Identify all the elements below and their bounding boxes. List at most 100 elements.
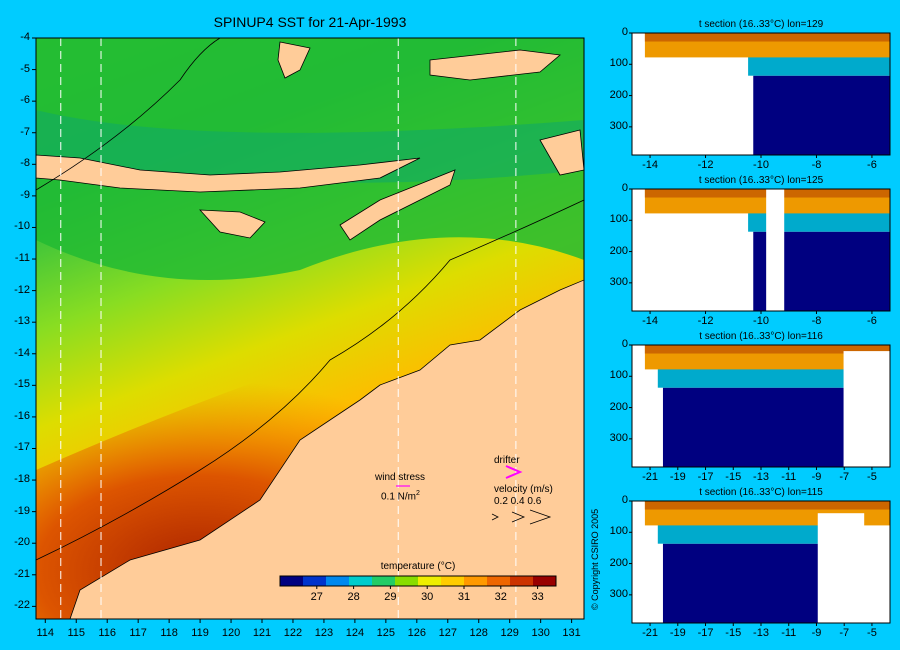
drifter-label: drifter (494, 455, 520, 466)
section-xtick-label: -10 (753, 159, 769, 171)
section-panel-1 (629, 188, 891, 314)
lon-tick-label: 117 (129, 627, 147, 639)
colorbar-frame (279, 575, 557, 587)
colorbar-swatch (533, 576, 557, 586)
lat-tick-label: -8 (20, 157, 30, 170)
section-panel-3 (629, 500, 891, 626)
section-ytick-label: 100 (609, 525, 628, 538)
velocity-values: 0.2 0.4 0.6 (494, 496, 542, 507)
lat-tick-label: -16 (14, 409, 30, 422)
section-xtick-label: -9 (811, 471, 822, 483)
lat-tick-label: -14 (14, 346, 30, 359)
lon-tick-label: 121 (252, 627, 272, 639)
section-xtick-label: -11 (781, 471, 797, 483)
velocity-arrows (491, 509, 552, 525)
section-xtick-label: -19 (669, 627, 686, 639)
copyright: © Copyright CSIRO 2005 (590, 508, 600, 610)
lon-tick-label: 131 (562, 627, 581, 639)
lon-tick-label: 118 (160, 627, 178, 639)
lat-tick-label: -18 (14, 473, 30, 486)
section-panel-2 (629, 344, 891, 470)
lat-tick-label: -5 (20, 62, 30, 75)
section-lines (60, 38, 517, 619)
lat-tick-label: -4 (20, 31, 30, 43)
section-xtick-label: -14 (642, 159, 658, 171)
lat-tick-label: -12 (14, 283, 30, 296)
section-xtick-label: -5 (867, 471, 877, 483)
section-xtick-label: -9 (811, 627, 822, 639)
shelf-contour (36, 199, 584, 561)
lon-tick-label: 120 (221, 627, 241, 639)
section-ytick-label: 0 (621, 26, 628, 38)
section-xtick-label: -13 (753, 471, 769, 483)
section-xtick-label: -21 (642, 471, 658, 483)
map-frame (35, 37, 585, 620)
colorbar-swatch (464, 576, 488, 586)
colorbar-tick-label: 31 (457, 591, 471, 603)
section-xtick-label: -13 (753, 627, 769, 639)
section-ytick-label: 100 (609, 57, 628, 70)
lon-tick-label: 124 (345, 627, 365, 639)
colorbar-swatch (395, 576, 419, 586)
colorbar-tick-label: 30 (421, 591, 434, 603)
section-xtick-label: -17 (697, 471, 714, 483)
section-title-3: t section (16..33°C) lon=115 (699, 487, 823, 498)
section-ytick-label: 100 (609, 213, 628, 226)
northern-islands (277, 41, 584, 176)
lat-tick-label: -19 (14, 504, 30, 517)
wind-stress-value: 0.1 N/m2 (381, 490, 420, 503)
section-xtick-label: -19 (669, 471, 686, 483)
lat-tick-label: -22 (14, 599, 30, 612)
colorbar-swatch (326, 576, 350, 586)
section-ytick-label: 200 (609, 88, 628, 101)
colorbar-tick-label: 32 (494, 591, 507, 603)
wind-stress-label: wind stress (375, 472, 426, 483)
section-xtick-label: -14 (642, 315, 658, 327)
colorbar-tick-label: 27 (310, 591, 323, 603)
section-ytick-label: 0 (621, 494, 628, 506)
section-xtick-label: -6 (867, 159, 877, 171)
colorbar-swatch (418, 576, 442, 586)
colorbar-swatch (487, 576, 511, 586)
section-xtick-label: -11 (781, 627, 797, 639)
lon-tick-label: 116 (98, 627, 116, 639)
section-xtick-label: -21 (642, 627, 658, 639)
section-ytick-label: 200 (609, 400, 628, 413)
lat-tick-label: -17 (14, 441, 30, 454)
section-xtick-label: -10 (753, 315, 769, 327)
section-ytick-label: 300 (609, 275, 628, 288)
colorbar-swatch (441, 576, 465, 586)
section-ytick-label: 100 (609, 369, 628, 382)
temperature-colorbar (279, 575, 557, 589)
section-xtick-label: -7 (839, 627, 850, 639)
sumba-island (199, 209, 266, 239)
section-ytick-label: 300 (609, 587, 628, 600)
lat-tick-label: -20 (14, 536, 30, 549)
lat-tick-label: -10 (14, 220, 30, 233)
section-ytick-label: 0 (621, 182, 628, 194)
section-title-0: t section (16..33°C) lon=129 (698, 19, 824, 30)
lon-tick-label: 129 (500, 627, 519, 639)
map-title: SPINUP4 SST for 21-Apr-1993 (213, 14, 407, 30)
velocity-label: velocity (m/s) (494, 484, 553, 495)
lesser-sunda-islands (36, 154, 421, 193)
section-xtick-label: -12 (697, 315, 714, 327)
lat-tick-label: -13 (14, 315, 30, 328)
section-xtick-label: -15 (725, 627, 742, 639)
lon-tick-label: 128 (469, 627, 488, 639)
colorbar-swatch (372, 576, 396, 586)
lon-tick-label: 130 (531, 627, 550, 639)
colorbar-tick-label: 33 (531, 591, 544, 603)
colorbar-swatch (510, 576, 534, 586)
section-xtick-label: -15 (725, 471, 742, 483)
timor-island (339, 169, 456, 241)
section-xtick-label: -8 (811, 315, 822, 327)
section-ytick-label: 300 (609, 431, 628, 444)
australia-landmass (69, 279, 584, 619)
lon-tick-label: 125 (376, 627, 396, 639)
colorbar-tick-label: 29 (384, 591, 397, 603)
lon-tick-label: 123 (314, 627, 334, 639)
colorbar-title: temperature (°C) (380, 561, 456, 572)
